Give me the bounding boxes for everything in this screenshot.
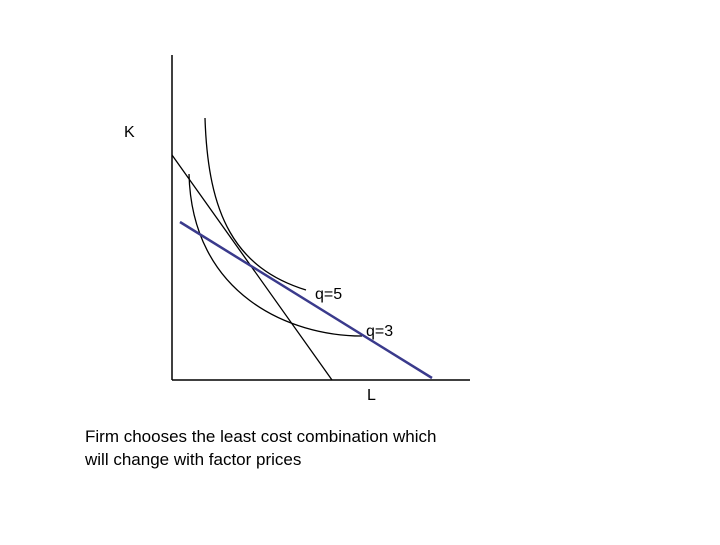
isoquant-q3 bbox=[188, 173, 363, 337]
isocost-line-new bbox=[179, 220, 433, 380]
q5-label: q=5 bbox=[315, 286, 342, 303]
q3-label: q=3 bbox=[366, 323, 393, 340]
caption-line: Firm chooses the least cost combination … bbox=[85, 427, 437, 446]
isoquant-q5 bbox=[204, 117, 307, 291]
caption-line: will change with factor prices bbox=[84, 450, 301, 469]
l-label: L bbox=[367, 387, 376, 404]
k-label: K bbox=[124, 124, 135, 141]
